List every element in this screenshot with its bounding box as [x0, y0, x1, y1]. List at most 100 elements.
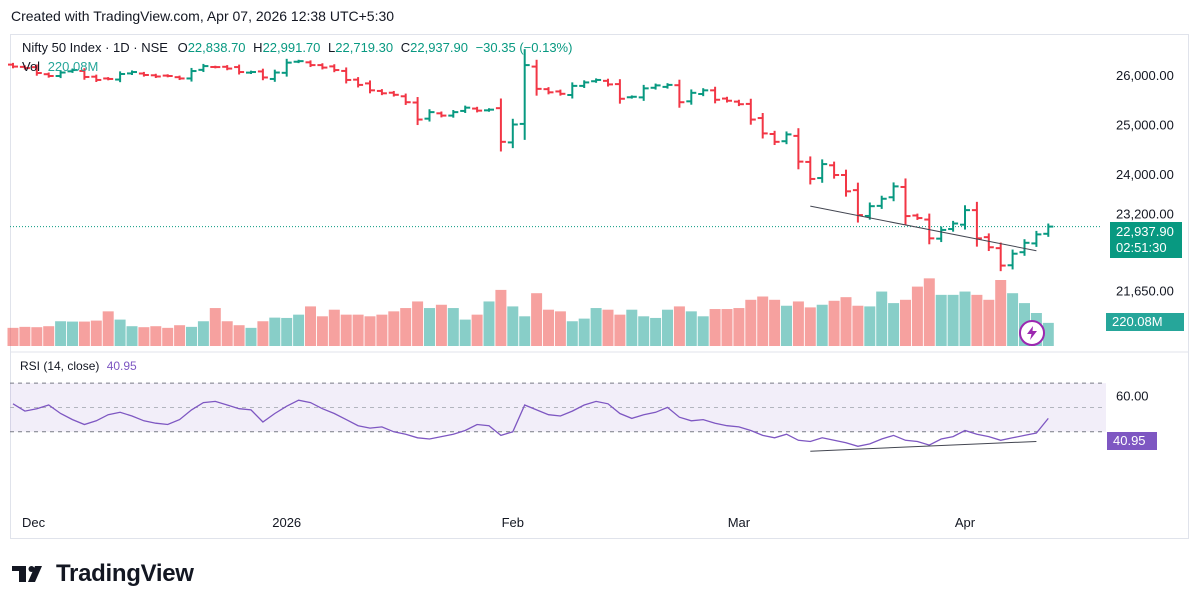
- ohlc-bar: [983, 233, 994, 252]
- ohlc-bar: [650, 83, 661, 90]
- volume-bar: [269, 317, 281, 346]
- ohlc-bar: [472, 106, 483, 113]
- price-axis-tick: 26,000.00: [1116, 68, 1174, 83]
- volume-bar: [340, 314, 352, 346]
- last-price-value: 22,937.90: [1116, 224, 1174, 239]
- ohlc-bar: [43, 72, 54, 78]
- ohlc-bar: [127, 70, 137, 75]
- ohlc-bar: [841, 169, 851, 197]
- trendline-price: [810, 205, 1037, 252]
- ohlc-bar: [115, 71, 126, 83]
- price-axis-tick: 21,650.00: [1116, 283, 1174, 298]
- ohlc-bar: [186, 67, 197, 82]
- volume-bar: [578, 318, 590, 346]
- ohlc-bar: [781, 131, 792, 145]
- ohlc-bar: [995, 242, 1006, 272]
- volume-bar: [174, 325, 186, 346]
- ohlc-bar: [1031, 230, 1042, 247]
- ohlc-bar: [757, 112, 768, 139]
- volume-bar: [459, 319, 471, 346]
- ohlc-bar: [91, 74, 102, 83]
- volume-bar: [126, 326, 138, 346]
- ohlc-bar: [662, 83, 673, 89]
- ohlc-bar: [365, 80, 375, 94]
- volume-label[interactable]: Vol: [22, 59, 41, 74]
- ohlc-bar: [710, 86, 721, 104]
- ohlc-bar: [305, 60, 316, 68]
- volume-bar: [685, 311, 697, 346]
- ohlc-bar: [495, 98, 506, 152]
- volume-bar: [150, 326, 162, 346]
- tradingview-logo-icon: [12, 566, 42, 582]
- ohlc-bar: [460, 105, 471, 113]
- volume-bar: [709, 309, 721, 346]
- volume-bar: [602, 309, 614, 346]
- ohlc-bar: [579, 80, 590, 88]
- price-axis-tick: 24,000.00: [1116, 167, 1174, 182]
- ohlc-bar: [817, 159, 828, 183]
- volume-bar: [424, 308, 435, 346]
- ohlc-bar: [329, 64, 340, 73]
- ohlc-bar: [257, 68, 268, 81]
- ohlc-bar: [555, 89, 566, 96]
- volume-bar: [114, 319, 126, 346]
- ohlc-bar: [234, 64, 245, 75]
- high-value: 22,991.70: [262, 40, 321, 55]
- ohlc-bar: [424, 109, 435, 122]
- ohlc-bar: [531, 59, 542, 96]
- volume-bar: [1042, 322, 1054, 346]
- lightning-icon[interactable]: [1019, 320, 1045, 346]
- volume-bar: [233, 325, 245, 346]
- ohlc-bar: [924, 213, 935, 245]
- close-label: C: [400, 40, 411, 55]
- volume-bar: [352, 314, 364, 346]
- volume-bar: [662, 309, 673, 346]
- open-value: 22,838.70: [187, 40, 246, 55]
- ohlc-bar: [936, 226, 947, 243]
- chart-frame: [10, 34, 1189, 539]
- volume-bar: [554, 311, 566, 346]
- bar-countdown: 02:51:30: [1116, 240, 1167, 255]
- volume-bar: [959, 291, 971, 346]
- ohlc-bar: [174, 75, 185, 81]
- time-axis-tick: 2026: [272, 515, 301, 530]
- volume-bar: [43, 326, 55, 346]
- ohlc-bar: [293, 59, 304, 64]
- ohlc-bar: [603, 78, 613, 87]
- volume-bar: [757, 296, 769, 346]
- ohlc-bar: [19, 65, 30, 70]
- ohlc-bar: [698, 88, 709, 97]
- volume-bar: [209, 308, 221, 346]
- ohlc-bar: [246, 70, 256, 75]
- price-axis-tick: 25,000.00: [1116, 118, 1174, 133]
- volume-bar: [31, 327, 43, 346]
- volume-bar: [162, 327, 174, 346]
- ohlc-bar: [353, 77, 364, 88]
- rsi-value: 40.95: [106, 359, 137, 373]
- ohlc-bar: [317, 63, 328, 70]
- low-value: 22,719.30: [335, 40, 394, 55]
- volume-bar: [78, 321, 90, 346]
- ohlc-bar: [162, 74, 173, 78]
- volume-bar: [495, 289, 507, 346]
- volume-bar: [983, 299, 995, 346]
- ohlc-bar: [805, 156, 816, 185]
- ohlc-bar: [1019, 239, 1030, 256]
- ohlc-bar: [638, 84, 649, 101]
- volume-value: 220.08M: [47, 59, 99, 74]
- ohlc-bar: [567, 82, 578, 99]
- volume-bar: [376, 314, 388, 346]
- symbol-name[interactable]: Nifty 50 Index · 1D · NSE: [22, 40, 168, 55]
- rsi-label[interactable]: RSI (14, close): [20, 359, 100, 373]
- ohlc-bar: [436, 111, 447, 118]
- time-axis-tick: Dec: [22, 515, 46, 530]
- volume-bar: [769, 299, 781, 346]
- volume-bar: [19, 326, 31, 346]
- volume-bar: [638, 316, 650, 346]
- ohlc-bar: [733, 99, 744, 107]
- tradingview-brand[interactable]: TradingView: [12, 560, 194, 588]
- volume-bar: [257, 321, 269, 346]
- volume-bar: [471, 314, 483, 346]
- ohlc-bar: [686, 89, 697, 105]
